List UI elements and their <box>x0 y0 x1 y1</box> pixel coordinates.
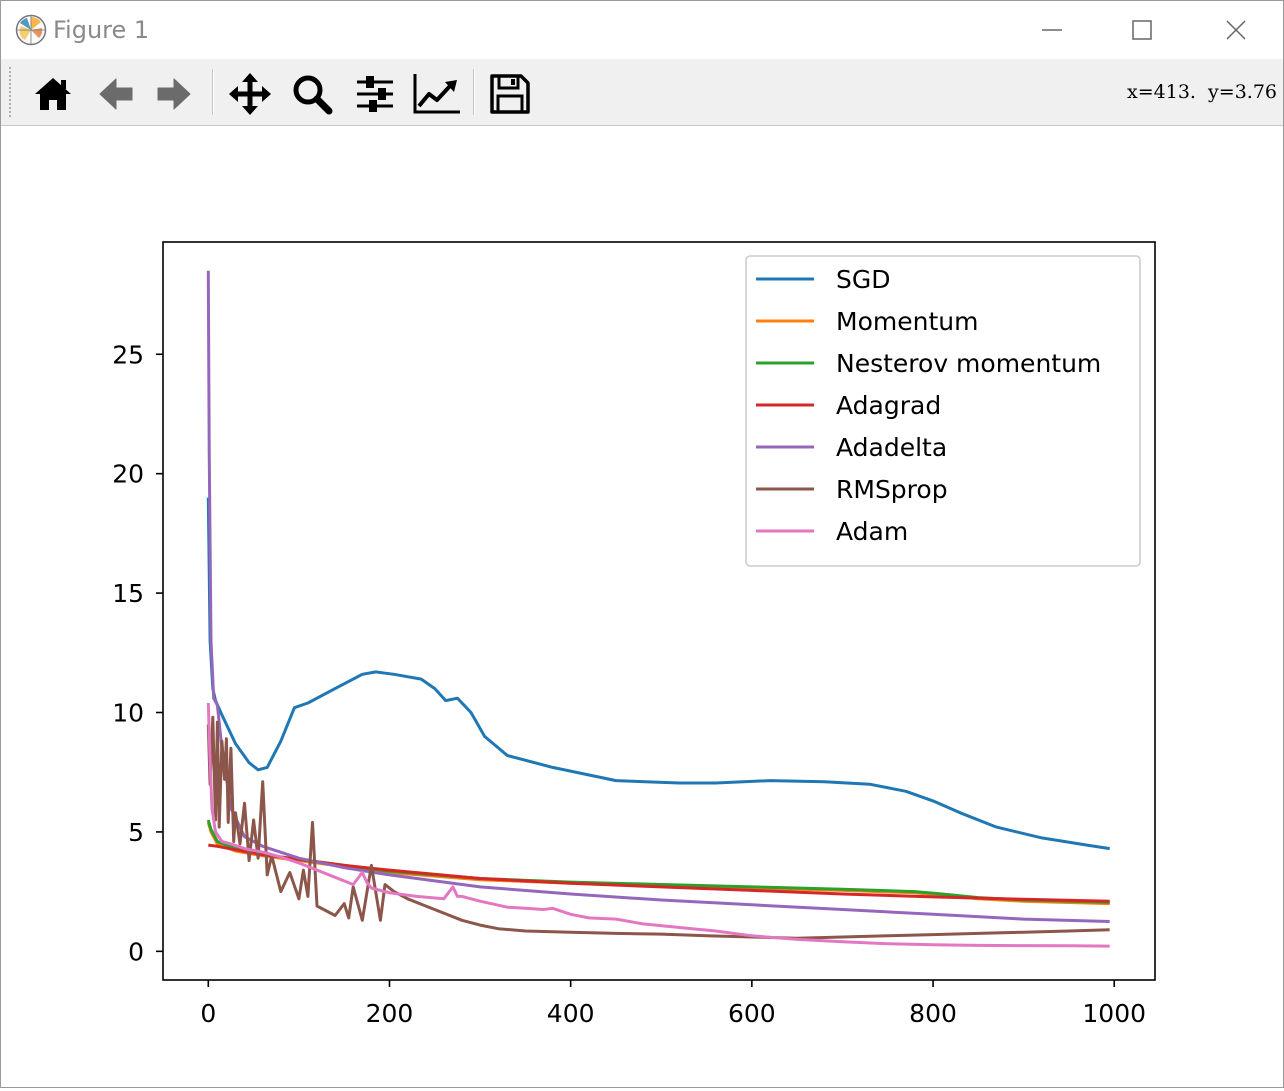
legend-label: RMSprop <box>836 475 948 504</box>
pan-button[interactable] <box>223 67 277 121</box>
axes-frame <box>162 241 1156 981</box>
toolbar-separator <box>212 69 214 115</box>
title-bar: Figure 1 <box>1 1 1283 59</box>
x-tick-label: 600 <box>728 999 776 1028</box>
subplots-config-icon <box>357 76 393 112</box>
x-tick-label: 800 <box>909 999 957 1028</box>
legend-label: Adadelta <box>836 433 947 462</box>
back-arrow-icon <box>99 78 133 110</box>
navigation-toolbar: x=413. y=3.76 <box>1 59 1283 126</box>
x-axis: 0 200 400 600 800 1000 <box>200 980 1146 1028</box>
home-icon <box>35 78 71 110</box>
save-button[interactable] <box>483 67 537 121</box>
toolbar-separator <box>473 69 475 115</box>
legend-label: Nesterov momentum <box>836 349 1101 378</box>
legend-label: Adagrad <box>836 391 941 420</box>
y-tick-label: 15 <box>112 579 144 608</box>
y-tick-label: 0 <box>128 937 144 966</box>
back-button[interactable] <box>88 67 142 121</box>
cursor-coordinates: x=413. y=3.76 <box>1127 81 1277 103</box>
edit-axis-button[interactable] <box>410 67 464 121</box>
series-line-5 <box>206 715 1110 940</box>
x-tick-label: 200 <box>366 999 414 1028</box>
figure-canvas[interactable]: 0 200 400 600 800 1000 0 5 10 15 20 25 SGD Momentum… <box>1 126 1283 1087</box>
close-icon <box>1226 20 1246 40</box>
maximize-icon <box>1132 20 1152 40</box>
plot-area: 0 200 400 600 800 1000 0 5 10 15 20 25 SGD Momentum… <box>112 241 1156 1028</box>
legend-label: Momentum <box>836 307 978 336</box>
series-line-4 <box>206 270 1110 923</box>
series-line-3 <box>208 843 1110 903</box>
y-tick-label: 20 <box>112 460 144 489</box>
series-line-1 <box>206 821 1110 906</box>
series-line-2 <box>206 819 1110 904</box>
legend-label: SGD <box>836 265 891 294</box>
edit-axis-icon <box>413 74 460 114</box>
zoom-button[interactable] <box>285 67 339 121</box>
x-tick-label: 0 <box>200 999 216 1028</box>
x-tick-label: 1000 <box>1082 999 1146 1028</box>
series-lines <box>206 270 1110 948</box>
minimize-icon <box>1042 29 1062 31</box>
minimize-button[interactable] <box>1009 1 1095 59</box>
window-title: Figure 1 <box>53 16 150 44</box>
series-line-0 <box>206 497 1110 851</box>
y-tick-label: 5 <box>128 818 144 847</box>
forward-arrow-icon <box>157 78 191 110</box>
save-icon <box>490 74 530 114</box>
y-tick-label: 10 <box>112 699 144 728</box>
legend-box <box>745 255 1141 567</box>
y-axis: 0 5 10 15 20 25 <box>112 340 163 966</box>
series-line-6 <box>206 702 1110 948</box>
legend-label: Adam <box>836 517 908 546</box>
x-tick-label: 400 <box>547 999 595 1028</box>
legend: SGD Momentum Nesterov momentum Adagrad Adade… <box>745 255 1141 567</box>
home-button[interactable] <box>26 67 80 121</box>
matplotlib-logo-icon <box>15 14 47 46</box>
pan-icon <box>229 73 271 115</box>
maximize-button[interactable] <box>1099 1 1185 59</box>
toolbar-grip[interactable] <box>9 67 15 117</box>
configure-subplots-button[interactable] <box>348 67 402 121</box>
close-button[interactable] <box>1193 1 1279 59</box>
zoom-icon <box>293 75 333 115</box>
forward-button[interactable] <box>148 67 202 121</box>
y-tick-label: 25 <box>112 340 144 369</box>
